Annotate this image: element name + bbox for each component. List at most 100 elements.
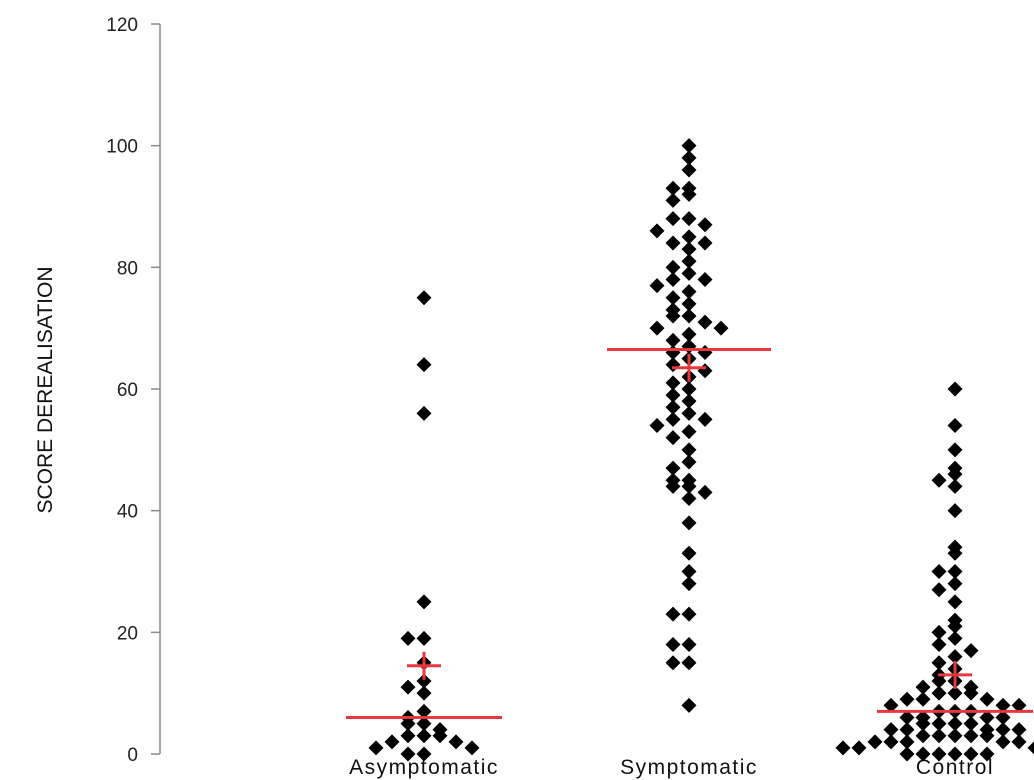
data-point [665, 290, 681, 306]
data-point [963, 746, 979, 762]
data-point [995, 734, 1011, 750]
data-point [697, 272, 713, 287]
data-point [665, 180, 681, 196]
data-point [931, 655, 947, 671]
data-point [947, 503, 963, 519]
data-point [697, 235, 713, 251]
data-point [665, 637, 681, 652]
data-point [416, 594, 432, 610]
data-point [416, 630, 432, 646]
data-point [681, 491, 697, 506]
data-point [416, 290, 432, 306]
mean-marker [407, 651, 441, 680]
y-tick-label: 80 [117, 258, 138, 279]
data-point [867, 734, 883, 750]
data-point [883, 697, 899, 713]
data-point [947, 716, 963, 732]
data-point [931, 685, 947, 701]
data-point [915, 679, 931, 695]
data-point [681, 606, 697, 622]
data-point [931, 637, 947, 652]
data-point [665, 272, 681, 287]
data-point [681, 296, 697, 312]
data-point [681, 697, 697, 713]
mean-marker [938, 660, 972, 689]
data-point [665, 655, 681, 671]
data-point [665, 235, 681, 251]
data-point [665, 460, 681, 476]
data-point [947, 564, 963, 579]
data-point [681, 393, 697, 409]
data-point [665, 387, 681, 403]
data-point [400, 746, 416, 762]
data-point [416, 728, 432, 744]
y-tick-label: 120 [106, 15, 138, 36]
data-point [681, 655, 697, 671]
data-point [979, 710, 995, 725]
data-point [931, 564, 947, 579]
data-point [681, 637, 697, 652]
data-point [416, 685, 432, 701]
data-point [681, 162, 697, 178]
data-point [963, 685, 979, 701]
data-point [416, 357, 432, 373]
data-point [416, 673, 432, 689]
data-point [915, 716, 931, 732]
data-point [665, 478, 681, 494]
data-point [681, 442, 697, 458]
data-point [883, 734, 899, 750]
data-point [947, 618, 963, 634]
y-tick-label: 60 [117, 380, 138, 401]
x-axis-labels: Asymptomatic Symptomatic Control [349, 756, 994, 779]
data-point [665, 357, 681, 373]
data-point [697, 314, 713, 330]
data-point [835, 740, 851, 756]
data-point [947, 466, 963, 482]
data-point [681, 564, 697, 579]
data-point [947, 418, 963, 433]
x-tick-label: Symptomatic [620, 756, 758, 779]
x-tick-label: Control [916, 756, 994, 779]
data-point [681, 211, 697, 227]
data-point [1011, 734, 1027, 750]
data-point [947, 746, 963, 762]
y-tick-label: 100 [106, 137, 138, 158]
data-point [947, 545, 963, 561]
data-point [681, 138, 697, 154]
data-point [432, 728, 448, 744]
data-point [883, 722, 899, 738]
data-point [681, 478, 697, 494]
data-point [979, 746, 995, 762]
data-point [665, 192, 681, 208]
data-point [400, 630, 416, 646]
x-tick-label: Asymptomatic [349, 756, 499, 779]
data-point [931, 472, 947, 488]
data-point [851, 740, 867, 756]
data-point [947, 381, 963, 397]
data-point [697, 217, 713, 233]
data-point [899, 722, 915, 738]
data-point [665, 606, 681, 622]
data-point [400, 716, 416, 732]
data-point [931, 673, 947, 689]
data-point [915, 746, 931, 762]
data-point [416, 716, 432, 732]
data-point [947, 442, 963, 458]
data-point [681, 308, 697, 324]
data-point [947, 649, 963, 665]
data-point [899, 746, 915, 762]
data-point [665, 430, 681, 446]
data-point [915, 691, 931, 707]
data-point [400, 679, 416, 695]
data-point [665, 375, 681, 391]
data-point [649, 320, 665, 336]
data-point [681, 229, 697, 245]
data-point [1011, 722, 1027, 738]
data-point [400, 728, 416, 744]
data-point [681, 241, 697, 257]
data-point [649, 278, 665, 294]
data-point [979, 691, 995, 707]
data-point [1011, 697, 1027, 713]
y-axis-title: SCORE DEREALISATION [34, 267, 57, 514]
